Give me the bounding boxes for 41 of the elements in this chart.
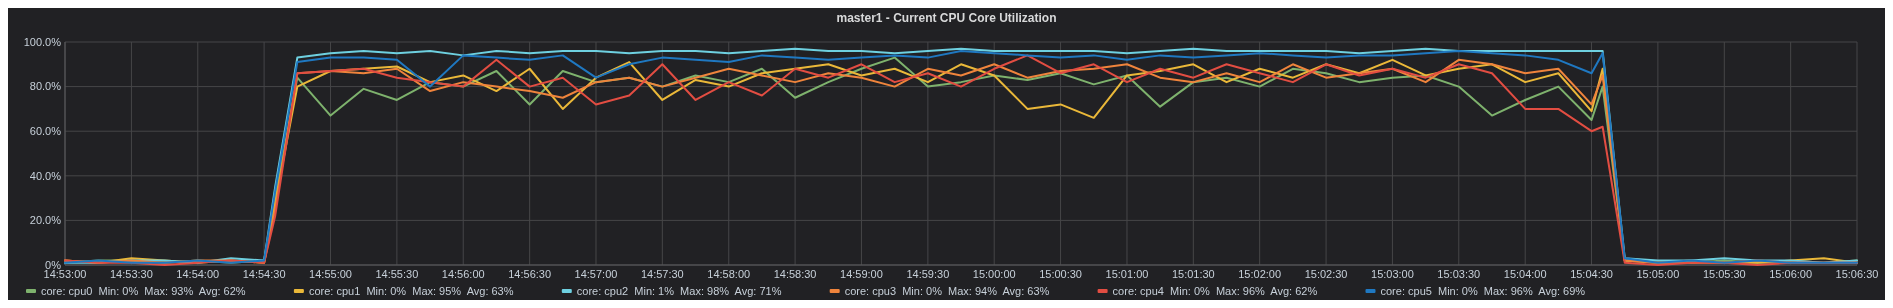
x-tick-label: 14:56:30	[508, 268, 552, 280]
x-tick-label: 15:00:30	[1039, 268, 1082, 280]
x-tick-label: 15:04:30	[1570, 268, 1613, 280]
legend-label: core: cpu1 Min: 0% Max: 95% Avg: 63%	[308, 284, 514, 297]
x-tick-label: 14:57:00	[574, 268, 618, 280]
x-tick-label: 15:05:30	[1702, 268, 1746, 280]
y-tick-label: 80.0%	[29, 80, 62, 93]
x-tick-label: 14:53:30	[110, 268, 153, 280]
x-tick-label: 14:58:00	[707, 268, 751, 280]
x-tick-label: 14:57:30	[640, 268, 684, 280]
x-tick-label: 14:55:00	[309, 268, 352, 280]
x-tick-label: 15:03:00	[1371, 268, 1414, 280]
y-tick-label: 100.0%	[23, 35, 62, 48]
y-tick-label: 20.0%	[29, 214, 62, 227]
x-tick-label: 15:01:30	[1171, 268, 1215, 280]
legend-label: core: cpu5 Min: 0% Max: 96% Avg: 69%	[1380, 284, 1586, 297]
x-tick-label: 14:55:30	[375, 268, 419, 280]
x-tick-label: 15:06:30	[1835, 268, 1879, 280]
x-tick-label: 14:54:00	[176, 268, 220, 280]
x-tick-label: 14:54:30	[242, 268, 286, 280]
y-tick-label: 0%	[45, 258, 62, 271]
x-tick-label: 14:58:30	[773, 268, 817, 280]
legend-label: core: cpu0 Min: 0% Max: 93% Avg: 62%	[41, 284, 246, 297]
x-tick-label: 14:56:00	[441, 268, 485, 280]
legend-label: core: cpu2 Min: 1% Max: 98% Avg: 71%	[576, 284, 782, 297]
x-tick-label: 15:00:00	[972, 268, 1016, 280]
chart-title: master1 - Current CPU Core Utilization	[836, 11, 1057, 25]
x-tick-label: 15:02:30	[1304, 268, 1348, 280]
x-tick-label: 14:59:00	[840, 268, 883, 280]
x-tick-label: 15:01:00	[1105, 268, 1149, 280]
y-tick-label: 40.0%	[29, 169, 62, 182]
legend-label: core: cpu3 Min: 0% Max: 94% Avg: 63%	[844, 284, 1050, 297]
x-tick-label: 15:05:00	[1636, 268, 1680, 280]
x-tick-label: 15:04:00	[1503, 268, 1547, 280]
x-tick-label: 14:53:00	[43, 268, 87, 280]
x-tick-label: 15:06:00	[1769, 268, 1813, 280]
y-tick-label: 60.0%	[29, 125, 62, 138]
x-tick-label: 15:03:30	[1437, 268, 1481, 280]
legend-label: core: cpu4 Min: 0% Max: 96% Avg: 62%	[1112, 284, 1318, 297]
x-tick-label: 15:02:00	[1238, 268, 1282, 280]
x-tick-label: 14:59:30	[906, 268, 950, 280]
